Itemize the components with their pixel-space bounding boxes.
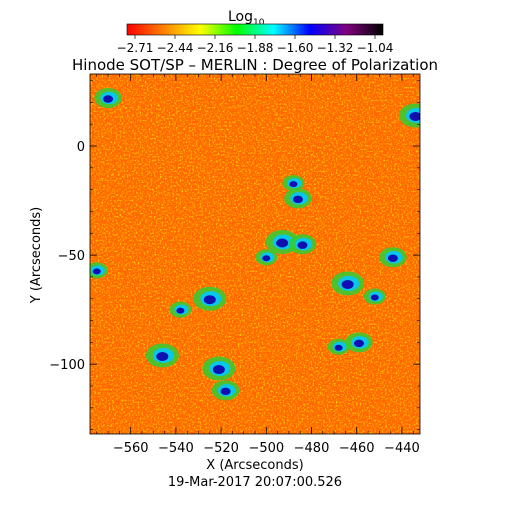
x-axis: −560 −540 −520 −500 −480 −460 −440: [96, 74, 420, 456]
region-core: [92, 268, 101, 275]
x-tick-label: −480: [294, 441, 330, 456]
polarization-regions: [90, 88, 420, 401]
x-axis-label: X (Arcseconds): [206, 458, 303, 473]
colorbar: Log10 −2.71 −2.44 −2.16 −1.88 −1.60 −1.32 −1.0…: [117, 9, 394, 55]
heatmap: [90, 74, 420, 434]
colorbar-ticks: −2.71 −2.44 −2.16 −1.88 −1.60 −1.32 −1.04: [117, 35, 394, 55]
region-core: [297, 241, 308, 249]
y-axis: 0 −50 −100: [49, 80, 420, 430]
region-core: [370, 294, 379, 301]
region-core: [387, 254, 398, 263]
colorbar-tick-label: −2.71: [117, 41, 154, 55]
y-tick-label: 0: [77, 140, 85, 155]
y-tick-label: −50: [58, 249, 85, 264]
region-core: [262, 255, 271, 262]
colorbar-tick-label: −2.44: [157, 41, 194, 55]
region-core: [176, 307, 185, 314]
region-core: [341, 279, 354, 289]
region-core: [409, 111, 420, 121]
y-axis-label: Y (Arcseconds): [29, 207, 44, 304]
x-tick-label: −560: [113, 441, 149, 456]
colorbar-strip: [126, 23, 384, 36]
timestamp: 19-Mar-2017 20:07:00.526: [168, 475, 342, 490]
y-tick-label: −100: [49, 358, 85, 373]
region-core: [203, 295, 216, 305]
x-tick-label: −540: [158, 441, 194, 456]
x-tick-label: −500: [248, 441, 284, 456]
x-tick-label: −520: [203, 441, 239, 456]
colorbar-tick-label: −1.60: [277, 41, 314, 55]
region-core: [156, 351, 169, 361]
chart-title: Hinode SOT/SP – MERLIN : Degree of Polar…: [72, 56, 438, 74]
region-core: [292, 195, 303, 204]
region-core: [103, 95, 114, 103]
colorbar-tick-label: −2.16: [197, 41, 234, 55]
colorbar-label: Log10: [228, 9, 265, 28]
heatmap-texture-red: [90, 74, 420, 434]
region-core: [353, 339, 364, 348]
region-core: [289, 181, 298, 188]
x-tick-label: −460: [339, 441, 375, 456]
region-core: [276, 238, 289, 248]
colorbar-tick-label: −1.04: [357, 41, 394, 55]
colorbar-tick-label: −1.32: [317, 41, 354, 55]
region-core: [220, 387, 231, 396]
x-tick-label: −440: [384, 441, 420, 456]
region-core: [334, 344, 343, 351]
region-core: [212, 365, 225, 375]
colorbar-tick-label: −1.88: [237, 41, 274, 55]
